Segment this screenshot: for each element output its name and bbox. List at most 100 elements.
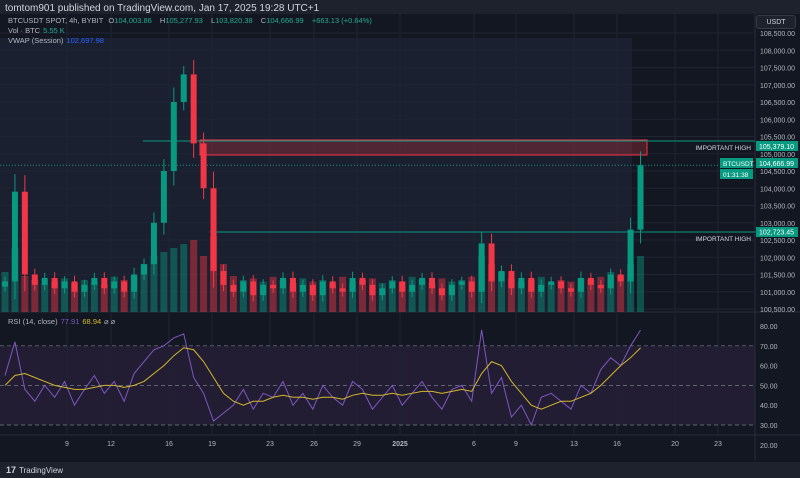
- candle-body: [170, 102, 177, 171]
- candle-body: [468, 281, 475, 292]
- price-tick: 102,000.00: [760, 255, 795, 262]
- symbol-label[interactable]: BTCUSDT SPOT, 4h, BYBIT: [8, 16, 104, 25]
- volume-bar: [269, 276, 277, 312]
- candle-body: [31, 274, 38, 285]
- price-tick: 104,500.00: [760, 169, 795, 176]
- candle-body: [558, 281, 565, 289]
- price-tick: 102,500.00: [760, 238, 795, 245]
- candle-body: [528, 277, 535, 292]
- candle-body: [448, 284, 455, 296]
- candle-body: [230, 284, 237, 292]
- time-tick: 26: [310, 441, 318, 448]
- candle-body: [637, 165, 644, 230]
- volume-bar: [418, 280, 426, 312]
- chart-area[interactable]: 108,500.00 108,000.00 107,500.00 107,000.00…: [0, 14, 800, 462]
- candle-body: [210, 188, 217, 272]
- volume-bar: [190, 240, 198, 312]
- candle-body: [200, 143, 207, 189]
- volume-bar: [358, 280, 366, 312]
- candle-body: [309, 284, 316, 296]
- vwap-legend[interactable]: VWAP (Session) 102,697.98: [8, 36, 107, 45]
- time-tick: 20: [671, 441, 679, 448]
- volume-bar: [51, 281, 59, 312]
- rsi-ma-line: [4, 347, 641, 410]
- time-tick: 16: [165, 441, 173, 448]
- resistance-zone: [199, 139, 648, 156]
- time-tick: 29: [353, 441, 361, 448]
- important-high-label-1: IMPORTANT HIGH: [695, 145, 751, 152]
- important-high-label-2: IMPORTANT HIGH: [695, 236, 751, 243]
- volume-bar: [61, 278, 69, 312]
- volume-bar: [150, 256, 158, 312]
- volume-legend[interactable]: Vol · BTC 5.55 K: [8, 26, 68, 35]
- volume-bar: [180, 244, 188, 312]
- symbol-tag: BTCUSDT: [723, 161, 754, 168]
- rsi-tick: 30.00: [760, 423, 778, 430]
- candle-body: [61, 281, 68, 289]
- price-tick: 106,500.00: [760, 100, 795, 107]
- price-tick: 106,000.00: [760, 117, 795, 124]
- rsi-value: 77.91: [60, 317, 80, 326]
- candle-body: [339, 288, 346, 292]
- volume-bar: [140, 264, 148, 312]
- candle-body: [260, 284, 267, 296]
- volume-bar: [388, 280, 396, 312]
- rsi-ma-value: 68.94: [82, 317, 102, 326]
- candle-body: [419, 277, 426, 285]
- vwap-label: VWAP (Session): [8, 36, 64, 45]
- volume-bar: [507, 278, 515, 312]
- volume-bar: [160, 252, 168, 312]
- time-tick: 19: [208, 441, 216, 448]
- candle-body: [131, 274, 138, 292]
- candle-body: [508, 271, 515, 289]
- rsi-tick: 70.00: [760, 344, 778, 351]
- time-tick: 12: [107, 441, 115, 448]
- publisher-line: tomtom901 published on TradingView.com, …: [5, 3, 320, 14]
- volume-bar: [637, 256, 645, 312]
- candle-body: [11, 191, 18, 282]
- candle-body: [389, 281, 396, 289]
- countdown-tag-bg: [720, 169, 753, 179]
- candle-body: [141, 264, 148, 275]
- candle-body: [21, 191, 28, 275]
- time-tick: 23: [266, 441, 274, 448]
- candle-body: [160, 171, 167, 223]
- price-chart[interactable]: 108,500.00 108,000.00 107,500.00 107,000.00…: [0, 14, 800, 462]
- symbol-tag-bg: [720, 158, 753, 168]
- volume-bar: [100, 284, 108, 312]
- time-tick: 23: [714, 441, 722, 448]
- candle-body: [51, 277, 58, 289]
- volume-bar: [71, 283, 79, 312]
- price-tick: 108,500.00: [760, 31, 795, 38]
- l-label: L: [210, 16, 216, 25]
- price-tick: 103,000.00: [760, 221, 795, 228]
- candle-body: [488, 243, 495, 282]
- volume-bar: [21, 276, 29, 312]
- candle-body: [409, 284, 416, 292]
- o-label: O: [108, 16, 115, 25]
- candle-body: [319, 281, 326, 296]
- candle-body: [548, 281, 555, 285]
- visibility-icons[interactable]: ⌀ ⌀: [104, 317, 116, 326]
- candle-body: [617, 274, 624, 282]
- price-tick: 101,000.00: [760, 290, 795, 297]
- price-tick: 101,500.00: [760, 273, 795, 280]
- volume-bar: [517, 281, 525, 312]
- rsi-tick: 60.00: [760, 364, 778, 371]
- candle-body: [280, 277, 287, 289]
- time-tick: 16: [613, 441, 621, 448]
- candle-body: [299, 284, 306, 292]
- candle-body: [577, 277, 584, 292]
- last-price-tag-bg: [756, 158, 798, 168]
- candle-body: [220, 271, 227, 285]
- high2-price-tag: 102,723.45: [759, 230, 794, 237]
- tradingview-footer[interactable]: 17 TradingView: [6, 465, 63, 475]
- rsi-legend[interactable]: RSI (14, close) 77.91 68.94 ⌀ ⌀: [8, 317, 118, 326]
- candle-body: [379, 288, 386, 296]
- high-value: 105,277.93: [165, 16, 203, 25]
- candle-body: [91, 277, 98, 285]
- currency-button[interactable]: USDT: [756, 15, 796, 29]
- candle-body: [240, 281, 247, 292]
- candle-body: [597, 284, 604, 289]
- price-tick: 108,000.00: [760, 48, 795, 55]
